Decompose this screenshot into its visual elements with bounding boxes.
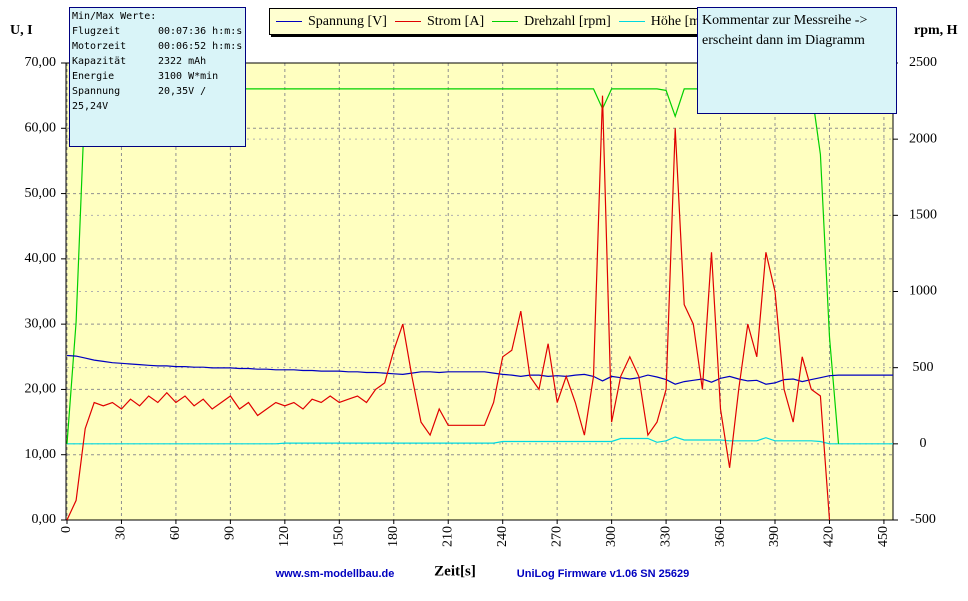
y-tick-label: 10,00: [25, 447, 57, 462]
x-tick-label: 360: [713, 526, 728, 547]
y-axis-label: U, I: [10, 23, 33, 38]
y-tick-label: 50,00: [25, 186, 57, 201]
legend-item: Höhe [m]: [618, 13, 701, 30]
x-tick-label: 420: [822, 526, 837, 547]
x-tick-label: 240: [495, 526, 510, 547]
x-tick-label: 0: [59, 526, 74, 533]
legend: Spannung [V] Strom [A] Drehzahl [rpm] Höhe …: [269, 8, 701, 35]
comment-box: Kommentar zur Messreihe -> erscheint dan…: [697, 7, 897, 114]
y-tick-label: 40,00: [25, 251, 57, 266]
y-tick-label: 0,00: [32, 512, 57, 527]
series-line: [66, 354, 893, 385]
x-tick-label: 150: [332, 526, 347, 547]
legend-item: Spannung [V]: [276, 14, 387, 30]
legend-swatch: [492, 21, 519, 22]
info-box: Min/Max Werte: Flugzeit 00:07:36 h:m:s Moto…: [69, 7, 246, 147]
x-tick-label: 120: [277, 526, 292, 547]
y2-tick-label: 2000: [909, 131, 937, 146]
y-tick-label: 60,00: [25, 121, 57, 136]
info-row: Spannung 20,35V / 25,24V: [72, 84, 243, 114]
legend-swatch: [618, 21, 645, 22]
y2-tick-label: 2500: [909, 55, 937, 70]
x-tick-label: 390: [767, 526, 782, 547]
x-tick-label: 60: [168, 526, 183, 540]
info-value: 00:06:52 h:m:s: [158, 41, 243, 52]
y-tick-label: 30,00: [25, 316, 57, 331]
x-tick-label: 330: [658, 526, 673, 547]
legend-label: Spannung [V]: [308, 13, 387, 29]
y2-tick-label: 500: [913, 360, 934, 375]
info-label: Motorzeit: [72, 41, 127, 52]
info-row: Flugzeit 00:07:36 h:m:s: [72, 24, 243, 39]
y2-tick-label: -500: [910, 512, 936, 527]
legend-label: Drehzahl [rpm]: [524, 13, 611, 29]
legend-swatch: [394, 21, 421, 22]
y2-axis-label: rpm, H: [914, 23, 958, 38]
y-tick-label: 70,00: [25, 55, 57, 70]
legend-item: Strom [A]: [394, 13, 485, 30]
series-line: [66, 95, 831, 521]
footer-link: www.sm-modellbau.de: [275, 568, 395, 580]
info-row: Motorzeit 00:06:52 h:m:s: [72, 39, 243, 54]
info-title: Min/Max Werte:: [72, 11, 157, 22]
info-label: Energie: [72, 71, 115, 82]
x-tick-label: 450: [876, 526, 891, 547]
x-tick-label: 270: [549, 526, 564, 547]
footer-firmware: UniLog Firmware v1.06 SN 25629: [517, 568, 689, 580]
info-row: Energie 3100 W*min: [72, 69, 243, 84]
info-label: Flugzeit: [72, 26, 121, 37]
legend-label: Höhe [m]: [650, 13, 701, 29]
x-tick-label: 90: [223, 526, 238, 540]
info-label: Kapazität: [72, 56, 127, 67]
legend-swatch: [276, 21, 302, 22]
x-tick-label: 210: [440, 526, 455, 547]
x-tick-label: 180: [386, 526, 401, 547]
info-label: Spannung: [72, 86, 121, 97]
info-value: 20,35V / 25,24V: [72, 86, 207, 112]
series-line: [67, 436, 893, 445]
legend-label: Strom [A]: [426, 13, 485, 29]
y2-tick-label: 1500: [909, 208, 937, 223]
info-value: 2322 mAh: [158, 56, 207, 67]
y2-tick-label: 0: [920, 436, 927, 451]
plot-border: [65, 62, 894, 521]
x-tick-label: 30: [114, 526, 129, 540]
x-tick-label: 300: [604, 526, 619, 547]
x-axis-label: Zeit[s]: [434, 563, 476, 579]
legend-item: Drehzahl [rpm]: [492, 14, 611, 30]
y-tick-label: 20,00: [25, 382, 57, 397]
info-row: Kapazität 2322 mAh: [72, 54, 243, 69]
y2-tick-label: 1000: [909, 284, 937, 299]
info-value: 3100 W*min: [158, 71, 219, 82]
info-value: 00:07:36 h:m:s: [158, 26, 243, 37]
